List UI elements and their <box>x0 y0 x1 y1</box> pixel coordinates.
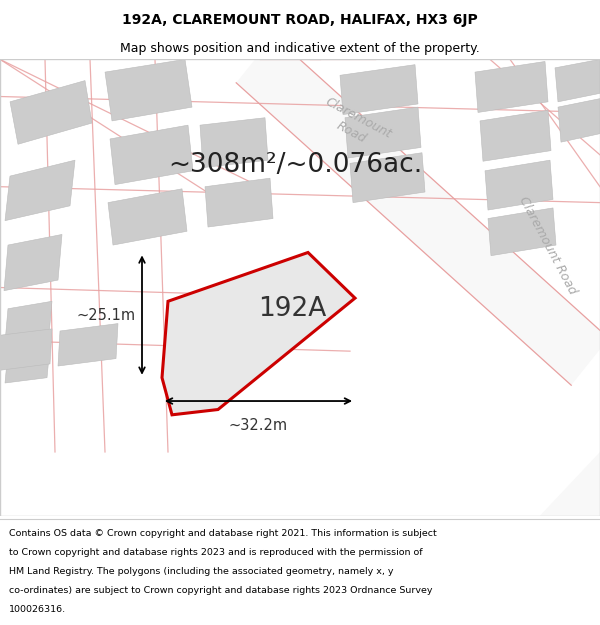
Polygon shape <box>110 125 193 184</box>
Polygon shape <box>340 64 418 114</box>
Text: 192A: 192A <box>258 296 326 322</box>
Polygon shape <box>345 107 421 158</box>
Text: Claremount
Road: Claremount Road <box>316 95 394 155</box>
Polygon shape <box>236 36 600 385</box>
Polygon shape <box>488 208 556 256</box>
Polygon shape <box>0 329 52 370</box>
Text: ~32.2m: ~32.2m <box>229 418 288 433</box>
Text: to Crown copyright and database rights 2023 and is reproduced with the permissio: to Crown copyright and database rights 2… <box>9 548 422 557</box>
Polygon shape <box>108 189 187 245</box>
Text: Claremount Road: Claremount Road <box>517 194 579 296</box>
Text: ~25.1m: ~25.1m <box>77 308 136 322</box>
Polygon shape <box>485 160 553 210</box>
Polygon shape <box>200 118 268 168</box>
Text: 100026316.: 100026316. <box>9 605 66 614</box>
Polygon shape <box>162 253 355 415</box>
Text: HM Land Registry. The polygons (including the associated geometry, namely x, y: HM Land Registry. The polygons (includin… <box>9 567 394 576</box>
Polygon shape <box>558 99 600 142</box>
Polygon shape <box>10 81 92 144</box>
Polygon shape <box>480 110 551 161</box>
Polygon shape <box>555 59 600 102</box>
Text: Map shows position and indicative extent of the property.: Map shows position and indicative extent… <box>120 41 480 54</box>
Text: Contains OS data © Crown copyright and database right 2021. This information is : Contains OS data © Crown copyright and d… <box>9 529 437 538</box>
Polygon shape <box>4 234 62 291</box>
Polygon shape <box>350 152 425 202</box>
Polygon shape <box>58 324 118 366</box>
Polygon shape <box>475 61 548 112</box>
Text: co-ordinates) are subject to Crown copyright and database rights 2023 Ordnance S: co-ordinates) are subject to Crown copyr… <box>9 586 433 595</box>
Text: ~308m²/~0.076ac.: ~308m²/~0.076ac. <box>168 152 422 179</box>
Polygon shape <box>205 178 273 227</box>
Polygon shape <box>5 160 75 221</box>
Polygon shape <box>5 346 50 383</box>
Polygon shape <box>105 59 192 121</box>
Text: 192A, CLAREMOUNT ROAD, HALIFAX, HX3 6JP: 192A, CLAREMOUNT ROAD, HALIFAX, HX3 6JP <box>122 13 478 27</box>
Polygon shape <box>490 452 600 516</box>
Polygon shape <box>5 301 52 343</box>
